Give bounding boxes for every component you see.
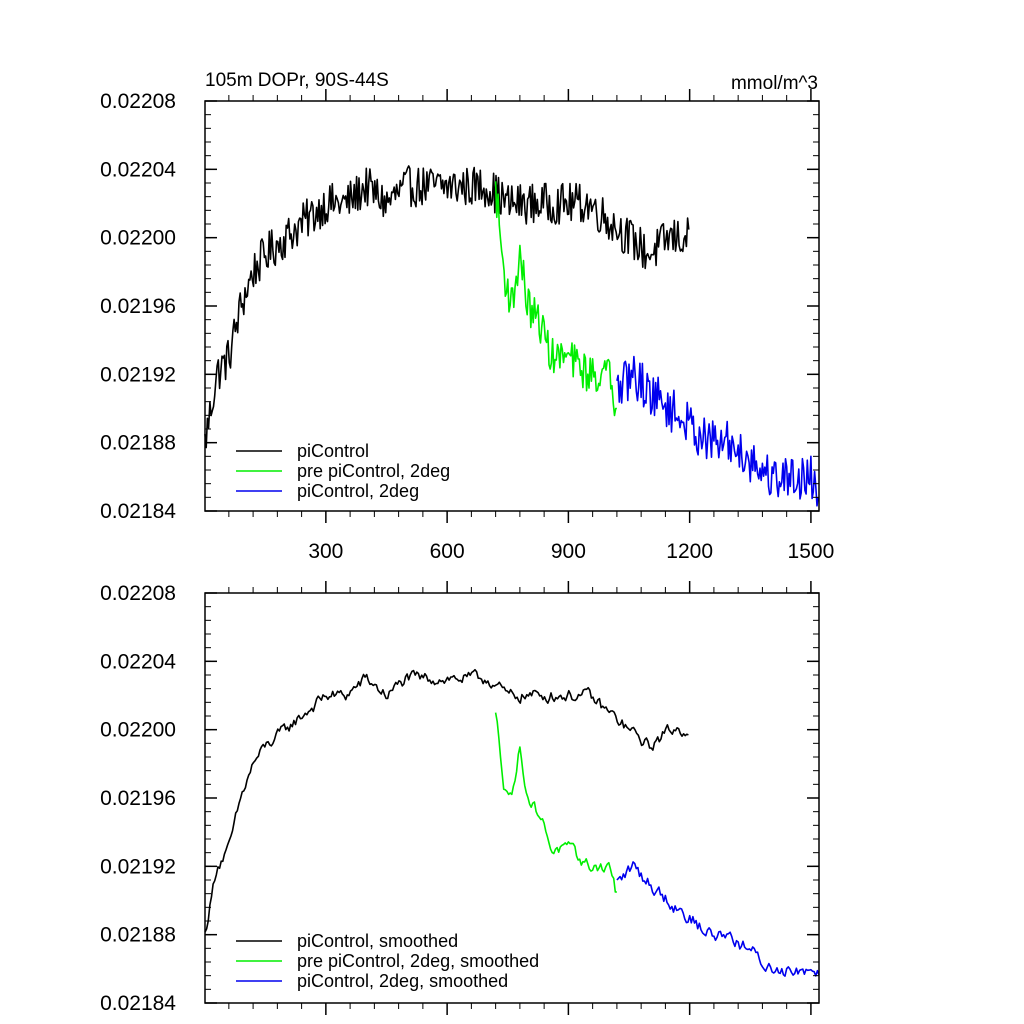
top-panel: 105m DOPr, 90S-44S mmol/m^3 0.021840.021… <box>100 70 834 563</box>
plot-frame <box>204 592 820 1004</box>
series-line <box>494 181 617 417</box>
ticks-layer: 0.02184 0.02188 0.02192 0.02196 0.02200 0.022… <box>100 581 819 1015</box>
x-tick-label: 300 <box>308 540 343 563</box>
legend-label: pre piControl, 2deg <box>297 461 450 481</box>
y-tick-label: 0.02188 <box>100 432 176 455</box>
legend-label: piControl <box>297 441 369 461</box>
series-line <box>616 861 820 977</box>
y-tick-label: 0.02208 <box>100 582 176 605</box>
y-tick-label: 0.02200 <box>100 227 176 250</box>
series-layer <box>204 165 819 507</box>
y-tick-label: 0.02208 <box>100 90 176 113</box>
y-tick-label: 0.02184 <box>100 992 176 1015</box>
series-line <box>616 355 819 507</box>
plot-frame <box>204 100 820 512</box>
legend-label: piControl, smoothed <box>297 931 458 951</box>
y-tick-label: 0.02192 <box>100 855 176 878</box>
y-tick-label: 0.02196 <box>100 787 176 810</box>
x-tick-label: 1500 <box>788 540 835 563</box>
series-line <box>204 668 689 933</box>
ticks-layer: 0.02184 0.02188 0.02192 0.02196 0.02200 0.022… <box>100 89 834 563</box>
legend-label: pre piControl, 2deg, smoothed <box>297 951 539 971</box>
series-layer <box>204 668 820 977</box>
y-tick-label: 0.02196 <box>100 295 176 318</box>
y-tick-label: 0.02204 <box>100 158 176 181</box>
x-tick-label: 600 <box>430 540 465 563</box>
units-label: mmol/m^3 <box>731 73 818 94</box>
legend-label: piControl, 2deg <box>297 481 419 501</box>
x-tick-label: 900 <box>551 540 586 563</box>
x-tick-label: 1200 <box>666 540 713 563</box>
series-line <box>204 165 690 449</box>
bottom-panel: 0.02184 0.02188 0.02192 0.02196 0.02200 0.022… <box>100 581 820 1015</box>
chart-title: 105m DOPr, 90S-44S <box>205 70 389 91</box>
legend-label: piControl, 2deg, smoothed <box>297 971 508 991</box>
series-line <box>494 712 617 893</box>
y-tick-label: 0.02192 <box>100 363 176 386</box>
y-tick-label: 0.02184 <box>100 500 176 523</box>
legend: piControl pre piControl, 2deg piControl,… <box>236 441 450 501</box>
y-tick-label: 0.02200 <box>100 719 176 742</box>
legend: piControl, smoothed pre piControl, 2deg,… <box>236 931 539 991</box>
y-tick-label: 0.02188 <box>100 924 176 947</box>
y-tick-label: 0.02204 <box>100 650 176 673</box>
